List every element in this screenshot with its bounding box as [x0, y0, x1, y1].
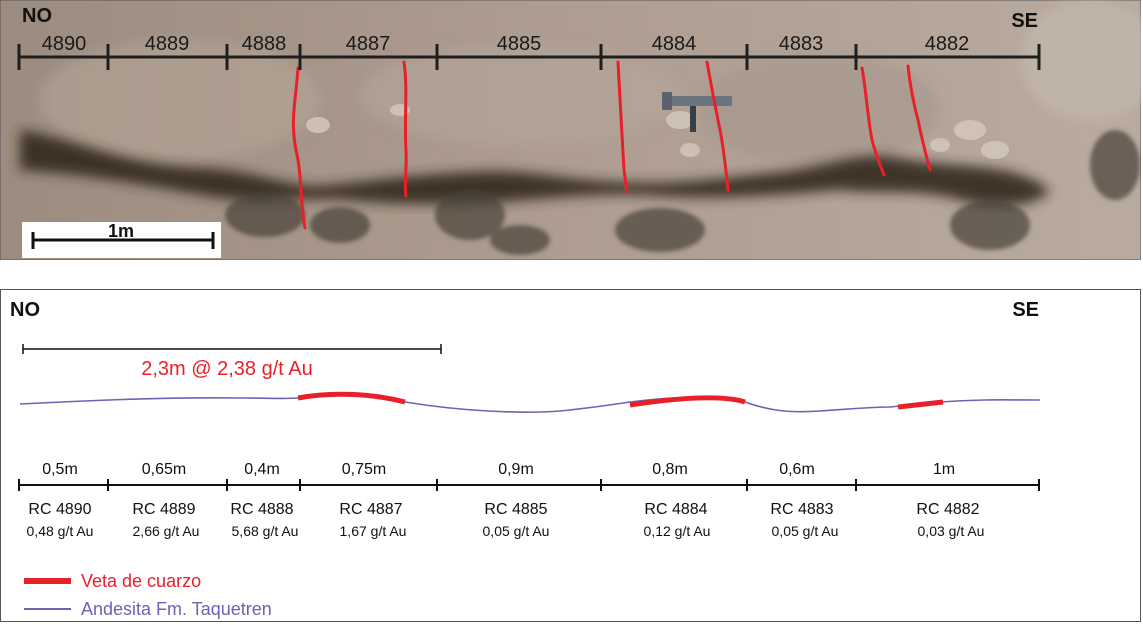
sample-grade: 0,03 g/t Au — [918, 523, 985, 539]
photo-sample-label: 4888 — [242, 33, 287, 55]
sample-grade: 0,05 g/t Au — [483, 523, 550, 539]
sample-tape — [17, 44, 1041, 70]
legend: Veta de cuarzo Andesita Fm. Taquetren — [24, 571, 272, 619]
scale-bar: 1m — [22, 221, 221, 258]
vein-segments — [297, 391, 944, 410]
sample-tape-labels: 4890 4889 4888 4887 4885 4884 4883 4882 — [42, 33, 970, 55]
sample-id: RC 4890 — [28, 501, 91, 518]
sample-grade: 0,12 g/t Au — [644, 523, 711, 539]
sample-grade: 0,48 g/t Au — [27, 523, 94, 539]
sample-id: RC 4885 — [484, 501, 547, 518]
sample-length: 0,9m — [498, 461, 534, 478]
photo-direction-right: SE — [1011, 10, 1038, 32]
sample-grade: 2,66 g/t Au — [133, 523, 200, 539]
vein-traces — [291, 60, 932, 230]
sample-length: 1m — [933, 461, 955, 478]
photo-sample-label: 4889 — [145, 33, 190, 55]
legend-andesite-label: Andesita Fm. Taquetren — [81, 599, 272, 619]
photo-sample-label: 4885 — [497, 33, 542, 55]
shrubs — [225, 130, 1140, 255]
sample-grades: 0,48 g/t Au 2,66 g/t Au 5,68 g/t Au 1,67… — [27, 523, 985, 539]
profile-direction-right: SE — [1012, 299, 1039, 321]
photo-sample-label: 4890 — [42, 33, 87, 55]
sample-axis — [18, 479, 1040, 491]
sample-length: 0,65m — [142, 461, 186, 478]
profile-direction-left: NO — [10, 299, 40, 321]
photo-sample-label: 4887 — [346, 33, 391, 55]
trench-shadow — [20, 130, 1050, 207]
sample-id: RC 4889 — [132, 501, 195, 518]
photo-sample-label: 4883 — [779, 33, 824, 55]
sample-length: 0,6m — [779, 461, 815, 478]
sample-id: RC 4882 — [916, 501, 979, 518]
sample-ids: RC 4890 RC 4889 RC 4888 RC 4887 RC 4885 … — [28, 501, 979, 518]
sample-id: RC 4884 — [644, 501, 707, 518]
andesite-profile-line — [19, 393, 1041, 413]
photo-sample-label: 4884 — [652, 33, 697, 55]
scale-bar-label: 1m — [108, 221, 134, 241]
sample-id: RC 4887 — [339, 501, 402, 518]
trench-photo-panel: 4890 4889 4888 4887 4885 4884 4883 4882 … — [0, 0, 1141, 260]
sample-grade: 5,68 g/t Au — [232, 523, 299, 539]
sample-id: RC 4883 — [770, 501, 833, 518]
sample-id: RC 4888 — [230, 501, 293, 518]
composite-interval-bar — [22, 344, 442, 354]
sample-length: 0,8m — [652, 461, 688, 478]
sample-length: 0,75m — [342, 461, 386, 478]
sample-length: 0,5m — [42, 461, 78, 478]
sample-lengths: 0,5m 0,65m 0,4m 0,75m 0,9m 0,8m 0,6m 1m — [42, 461, 955, 478]
trench-profile-panel: NO SE 2,3m @ 2,38 g/t Au 0,5m 0,65m 0,4m… — [0, 289, 1141, 622]
photo-direction-left: NO — [22, 5, 52, 27]
photo-sample-label: 4882 — [925, 33, 970, 55]
sample-grade: 1,67 g/t Au — [340, 523, 407, 539]
sample-length: 0,4m — [244, 461, 280, 478]
composite-interval-label: 2,3m @ 2,38 g/t Au — [141, 358, 313, 380]
hammer-icon — [662, 92, 732, 132]
legend-vein-label: Veta de cuarzo — [81, 571, 201, 591]
sample-grade: 0,05 g/t Au — [772, 523, 839, 539]
